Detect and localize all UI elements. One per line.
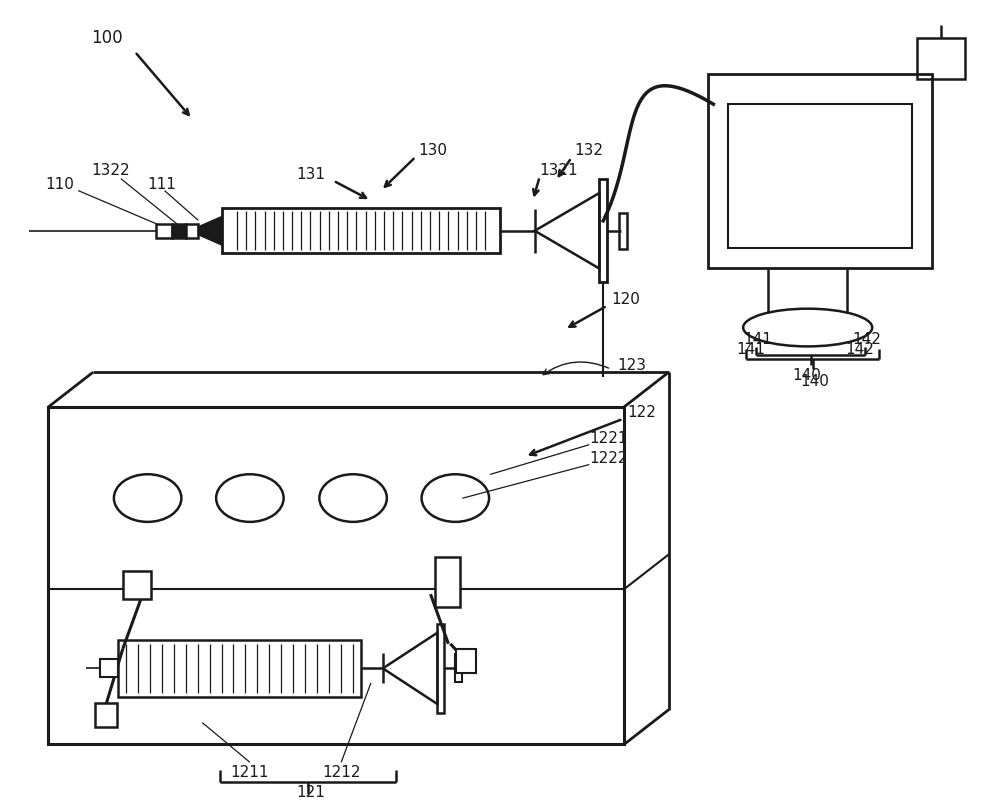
Bar — [172, 224, 186, 238]
Text: 1322: 1322 — [91, 163, 130, 178]
Text: 142: 142 — [845, 342, 874, 357]
Text: 110: 110 — [45, 177, 74, 192]
Bar — [48, 407, 624, 745]
Text: 140: 140 — [793, 368, 822, 382]
Text: 1212: 1212 — [322, 765, 360, 780]
Bar — [435, 558, 460, 607]
Text: 132: 132 — [574, 143, 603, 158]
Bar — [186, 224, 198, 238]
Text: 122: 122 — [627, 406, 656, 421]
Text: 100: 100 — [91, 29, 123, 46]
Bar — [619, 213, 627, 249]
Text: 130: 130 — [419, 143, 448, 158]
Text: 131: 131 — [297, 167, 326, 182]
Bar — [728, 104, 912, 248]
Text: 111: 111 — [148, 177, 177, 192]
Text: 120: 120 — [611, 292, 640, 307]
Bar — [95, 702, 117, 726]
Bar — [917, 38, 965, 79]
Text: 140: 140 — [801, 374, 830, 389]
Bar — [222, 209, 500, 253]
Bar — [100, 659, 118, 678]
Bar — [437, 624, 444, 713]
Text: 121: 121 — [296, 785, 325, 799]
Text: 1222: 1222 — [589, 451, 628, 466]
Bar — [118, 639, 361, 697]
Text: 141: 141 — [743, 332, 772, 347]
Bar — [455, 654, 462, 682]
Bar — [599, 179, 607, 282]
Text: 142: 142 — [852, 332, 881, 347]
Text: 1221: 1221 — [589, 431, 628, 446]
Text: 1321: 1321 — [540, 163, 578, 178]
Text: 123: 123 — [617, 358, 646, 373]
Bar — [456, 649, 476, 673]
Bar — [708, 74, 932, 268]
Bar — [156, 224, 172, 238]
Text: 141: 141 — [736, 342, 765, 357]
Polygon shape — [198, 216, 222, 245]
Bar — [123, 571, 151, 599]
Text: 1211: 1211 — [231, 765, 269, 780]
